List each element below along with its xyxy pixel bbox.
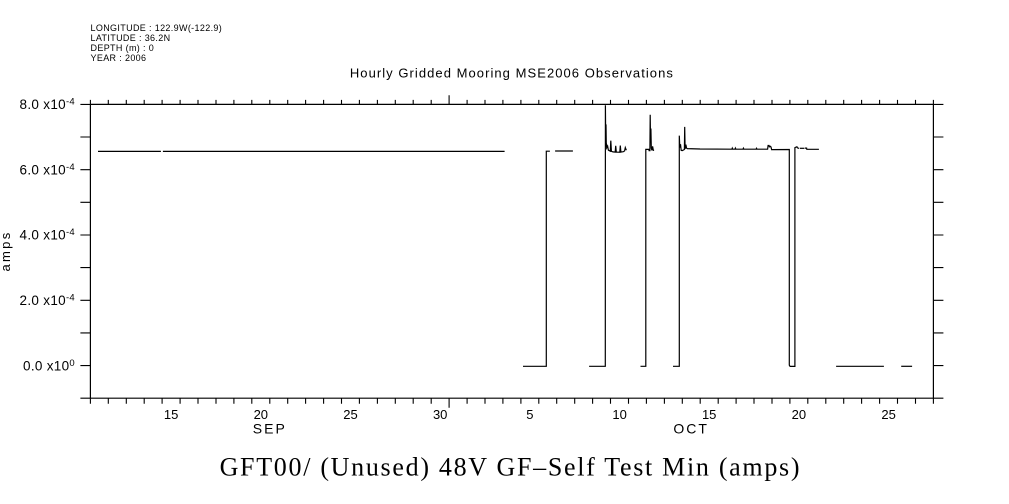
svg-text:SEP: SEP [253, 421, 287, 437]
svg-text:25: 25 [881, 407, 895, 422]
svg-text:OCT: OCT [673, 421, 709, 437]
svg-text:YEAR : 2006: YEAR : 2006 [91, 53, 147, 63]
svg-text:GFT00/ (Unused) 48V GF–Self Te: GFT00/ (Unused) 48V GF–Self Test Min (am… [220, 452, 802, 481]
svg-text:amps: amps [0, 231, 13, 272]
svg-text:25: 25 [343, 407, 357, 422]
svg-text:LONGITUDE : 122.9W(-122.9): LONGITUDE : 122.9W(-122.9) [91, 23, 223, 33]
svg-text:0.0 x100: 0.0 x100 [23, 358, 75, 374]
svg-text:20: 20 [792, 407, 806, 422]
svg-text:LATITUDE : 36.2N: LATITUDE : 36.2N [91, 33, 171, 43]
svg-text:4.0 x10-4: 4.0 x10-4 [20, 227, 75, 243]
svg-text:5: 5 [526, 407, 533, 422]
svg-text:2.0 x10-4: 2.0 x10-4 [20, 293, 75, 309]
svg-text:30: 30 [433, 407, 447, 422]
svg-text:6.0 x10-4: 6.0 x10-4 [20, 162, 75, 178]
svg-text:15: 15 [702, 407, 716, 422]
svg-text:8.0 x10-4: 8.0 x10-4 [20, 97, 75, 113]
svg-text:Hourly Gridded Mooring MSE2006: Hourly Gridded Mooring MSE2006 Observati… [350, 65, 674, 80]
svg-text:20: 20 [254, 407, 268, 422]
svg-text:DEPTH (m) : 0: DEPTH (m) : 0 [91, 43, 155, 53]
svg-text:10: 10 [612, 407, 626, 422]
svg-text:15: 15 [164, 407, 178, 422]
